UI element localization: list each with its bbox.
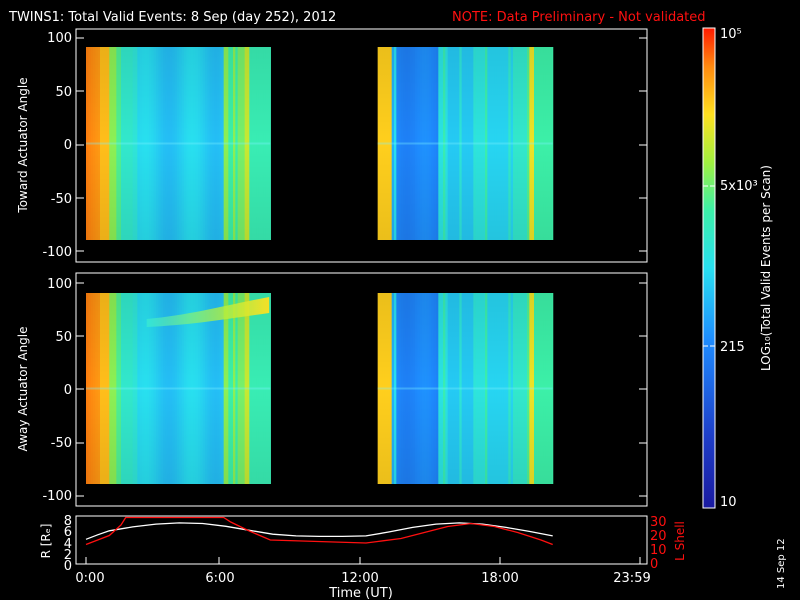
middle-ytick: 50	[55, 330, 72, 345]
bottom-right-ytick: 10	[650, 543, 667, 558]
bottom-left-ytick: 0	[64, 559, 72, 574]
x-axis-ticks	[85, 557, 641, 564]
colorbar-label: LOG₁₀(Total Valid Events per Scan)	[759, 165, 773, 371]
middle-heatmap-plume	[146, 297, 270, 327]
middle-ytick: -100	[42, 489, 72, 504]
x-tick-label: 23:59	[613, 571, 650, 586]
bottom-left-ytick: 6	[64, 525, 72, 540]
top-ytick: -100	[42, 245, 72, 260]
middle-heatmap-shade	[377, 293, 553, 484]
x-tick-label: 6:00	[205, 571, 234, 586]
colorbar-tick-label: 5x10³	[720, 179, 758, 194]
chart-title: TWINS1: Total Valid Events: 8 Sep (day 2…	[8, 10, 336, 25]
top-heatmap-shade	[377, 47, 553, 240]
top-ytick: -50	[51, 192, 72, 207]
preliminary-note: NOTE: Data Preliminary - Not validated	[452, 10, 706, 25]
heatmap-top-panel	[86, 47, 554, 240]
colorbar-ticks	[703, 185, 715, 347]
l-shell-line	[85, 516, 553, 546]
x-axis-label: Time (UT)	[328, 586, 393, 600]
bottom-panel-right-ylabel: L Shell	[673, 521, 687, 561]
top-ytick: 100	[47, 31, 72, 46]
top-panel-ticks	[76, 37, 647, 252]
colorbar-tick-label: 10	[720, 495, 737, 510]
top-panel-ylabel: Toward Actuator Angle	[16, 77, 30, 213]
top-heatmap-shade	[86, 47, 271, 240]
orbit-lines	[85, 516, 553, 546]
colorbar-tick-label: 10⁵	[720, 27, 742, 42]
x-tick-label: 18:00	[481, 571, 518, 586]
bottom-left-ytick: 4	[64, 537, 72, 552]
x-tick-label: 12:00	[341, 571, 378, 586]
date-stamp: 14 Sep 12	[776, 538, 787, 589]
heatmap-middle-panel	[86, 293, 554, 484]
middle-panel-ticks	[76, 282, 647, 497]
bottom-right-ytick: 20	[650, 529, 667, 544]
top-ytick: 0	[64, 138, 72, 153]
colorbar	[702, 27, 716, 509]
bottom-right-ytick: 30	[650, 515, 667, 530]
x-tick-label: 0:00	[75, 571, 104, 586]
middle-ytick: 100	[47, 277, 72, 292]
bottom-panel-left-ylabel: R [Rₑ]	[39, 524, 53, 559]
colorbar-tick-label: 215	[720, 340, 745, 355]
middle-ytick: 0	[64, 383, 72, 398]
bottom-right-ytick: 0	[650, 557, 658, 572]
middle-panel-ylabel: Away Actuator Angle	[16, 326, 30, 451]
middle-ytick: -50	[51, 436, 72, 451]
bottom-left-ytick: 8	[64, 514, 72, 529]
bottom-panel-frame	[75, 515, 648, 565]
bottom-left-ytick: 2	[64, 548, 72, 563]
top-ytick: 50	[55, 85, 72, 100]
